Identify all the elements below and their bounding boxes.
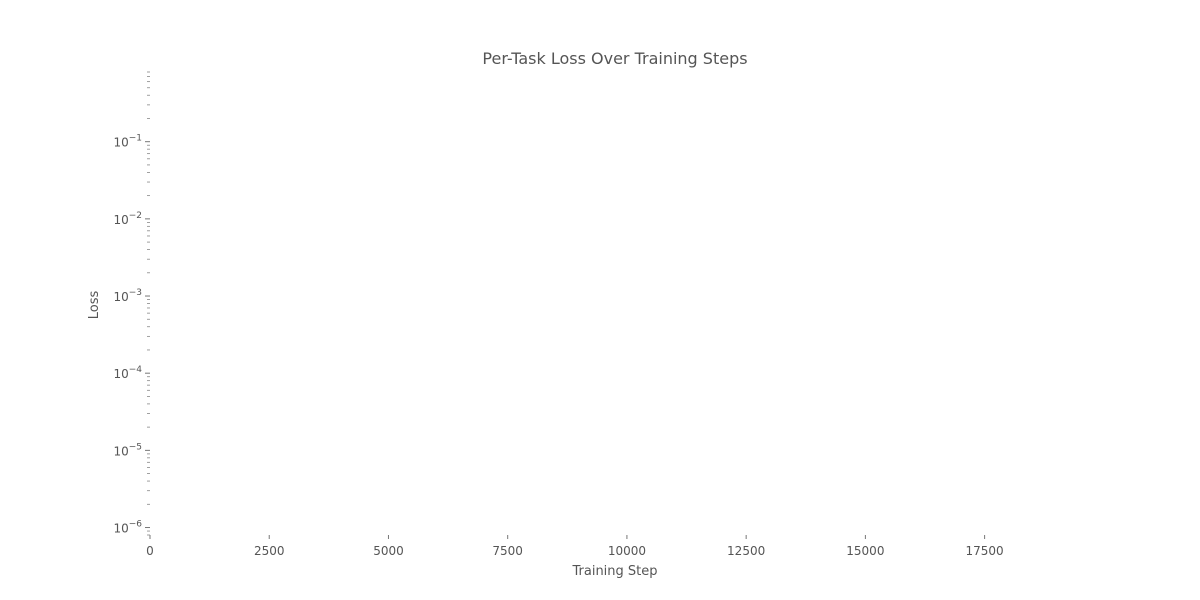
y-tick-label: 10−4	[113, 365, 142, 381]
x-axis: 0 2500 5000 7500 10000 12500 15000 17500	[146, 535, 1004, 558]
x-tick-label: 12500	[727, 544, 765, 558]
y-axis: 10−6 10−5 10−4 10−3 10−2 10−1	[113, 71, 150, 536]
x-tick-label: 2500	[254, 544, 285, 558]
x-tick-label: 17500	[966, 544, 1004, 558]
y-tick-label: 10−6	[113, 520, 142, 536]
x-tick-label: 0	[146, 544, 154, 558]
y-tick-label: 10−5	[113, 442, 142, 458]
y-tick-label: 10−1	[113, 134, 142, 150]
chart-title: Per-Task Loss Over Training Steps	[482, 49, 747, 68]
x-tick-label: 7500	[492, 544, 523, 558]
x-tick-label: 15000	[846, 544, 884, 558]
y-tick-label: 10−2	[113, 211, 142, 227]
x-tick-label: 5000	[373, 544, 404, 558]
x-tick-label: 10000	[608, 544, 646, 558]
x-axis-label: Training Step	[571, 564, 657, 579]
y-tick-label: 10−3	[113, 288, 142, 304]
y-axis-label: Loss	[87, 291, 102, 320]
